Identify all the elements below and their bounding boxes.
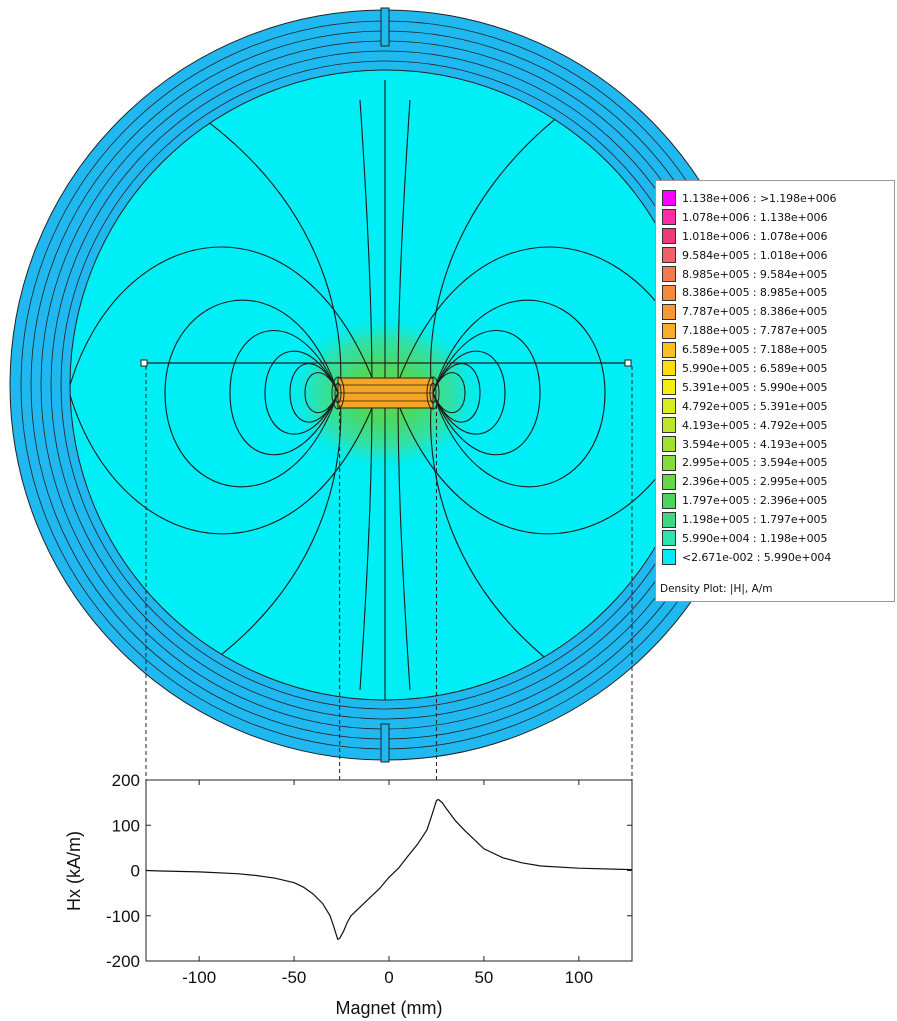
- legend-row: 2.396e+005 : 2.995e+005: [662, 472, 836, 491]
- sample-line-endpoint: [140, 359, 148, 367]
- legend-row: 7.188e+005 : 7.787e+005: [662, 321, 836, 340]
- plot-frame: [145, 779, 633, 962]
- legend-label: 2.995e+005 : 3.594e+005: [682, 456, 828, 470]
- legend-label: 4.193e+005 : 4.792e+005: [682, 418, 828, 432]
- bottom-boundary-marker: [380, 723, 390, 763]
- legend-swatch: [662, 322, 676, 339]
- legend-label: 8.386e+005 : 8.985e+005: [682, 286, 828, 300]
- legend-swatch: [662, 549, 676, 566]
- y-tick-label: 0: [131, 862, 140, 881]
- magnet-hatching: [338, 384, 433, 402]
- simulation-domain: [9, 7, 761, 763]
- legend-label: 1.078e+006 : 1.138e+006: [682, 210, 828, 224]
- y-tick-label: 100: [112, 816, 140, 835]
- legend-row: 1.138e+006 : >1.198e+006: [662, 189, 837, 208]
- legend-label: 9.584e+005 : 1.018e+006: [682, 248, 828, 262]
- magnet-pole-contours: [331, 376, 440, 410]
- legend-row: 1.198e+005 : 1.797e+005: [662, 510, 836, 529]
- legend-swatch: [662, 511, 676, 528]
- legend-label: 1.138e+006 : >1.198e+006: [682, 191, 837, 205]
- legend-row: 4.193e+005 : 4.792e+005: [662, 416, 836, 435]
- legend-label: 6.589e+005 : 7.188e+005: [682, 343, 828, 357]
- y-tick-label: -100: [106, 907, 140, 926]
- legend-swatch: [662, 228, 676, 245]
- legend-swatch: [662, 266, 676, 282]
- legend-swatch: [662, 436, 676, 453]
- legend-row: <2.671e-002 : 5.990e+004: [662, 548, 836, 567]
- legend-row: 3.594e+005 : 4.193e+005: [662, 435, 836, 454]
- y-tick-label: -200: [106, 952, 140, 971]
- legend-row: 1.078e+006 : 1.138e+006: [662, 208, 836, 227]
- legend-label: 1.018e+006 : 1.078e+006: [682, 229, 828, 243]
- legend-swatch: [662, 530, 676, 547]
- legend-swatch: [662, 284, 676, 301]
- legend-label: 5.990e+005 : 6.589e+005: [682, 361, 828, 375]
- legend-swatch: [662, 473, 676, 490]
- legend-swatch: [662, 341, 676, 358]
- legend-swatch: [662, 379, 676, 396]
- legend-swatch: [662, 492, 676, 509]
- legend-label: 1.198e+005 : 1.797e+005: [682, 513, 828, 527]
- legend-swatch: [662, 209, 676, 226]
- legend-label: 5.990e+004 : 1.198e+005: [682, 531, 828, 545]
- x-tick-label: 100: [565, 968, 593, 987]
- top-boundary-marker: [380, 7, 390, 47]
- legend-swatch: [662, 190, 676, 207]
- legend-row: 5.990e+004 : 1.198e+005: [662, 529, 836, 548]
- sample-line-endpoint: [624, 359, 632, 367]
- legend-label: 3.594e+005 : 4.193e+005: [682, 437, 828, 451]
- legend-swatch: [662, 398, 676, 415]
- x-axis-label: Magnet (mm): [335, 998, 442, 1018]
- legend-row: 7.787e+005 : 8.386e+005: [662, 302, 836, 321]
- x-ticks: -100 -50 0 50 100: [182, 780, 593, 987]
- legend-row: 1.797e+005 : 2.396e+005: [662, 491, 836, 510]
- legend-row: 9.584e+005 : 1.018e+006: [662, 246, 836, 265]
- legend-row: 5.391e+005 : 5.990e+005: [662, 378, 836, 397]
- legend-row: 5.990e+005 : 6.589e+005: [662, 359, 836, 378]
- legend-label: <2.671e-002 : 5.990e+004: [682, 550, 832, 564]
- legend-label: 8.985e+005 : 9.584e+005: [682, 267, 828, 281]
- y-ticks: 200 100 0 -100 -200: [106, 771, 632, 971]
- legend-swatch: [662, 247, 676, 264]
- legend-row: 8.386e+005 : 8.985e+005: [662, 283, 836, 302]
- legend-swatch: [662, 303, 676, 320]
- legend-swatch: [662, 417, 676, 434]
- legend-label: 5.391e+005 : 5.990e+005: [682, 380, 828, 394]
- density-legend: 1.138e+006 : >1.198e+006 1.078e+006 : 1.1…: [655, 180, 895, 602]
- x-tick-label: 0: [384, 968, 393, 987]
- x-tick-label: -50: [282, 968, 307, 987]
- legend-row: 6.589e+005 : 7.188e+005: [662, 340, 836, 359]
- legend-label: 2.396e+005 : 2.995e+005: [682, 475, 828, 489]
- legend-caption: Density Plot: |H|, A/m: [660, 583, 773, 595]
- x-tick-label: -100: [182, 968, 216, 987]
- legend-label: 7.188e+005 : 7.787e+005: [682, 324, 828, 338]
- legend-row: 4.792e+005 : 5.391e+005: [662, 397, 836, 416]
- y-tick-label: 200: [112, 771, 140, 790]
- legend-row: 1.018e+006 : 1.078e+006: [662, 227, 836, 246]
- legend-row: 2.995e+005 : 3.594e+005: [662, 453, 836, 472]
- legend-label: 7.787e+005 : 8.386e+005: [682, 305, 828, 319]
- y-axis-label: Hx (kA/m): [64, 831, 84, 911]
- hx-series-line: [145, 798, 633, 941]
- legend-rows: 1.138e+006 : >1.198e+006 1.078e+006 : 1.1…: [662, 189, 837, 567]
- legend-label: 4.792e+005 : 5.391e+005: [682, 399, 828, 413]
- legend-swatch: [662, 360, 676, 377]
- hx-plot: 200 100 0 -100 -200 -100 -50 0 50 100 Magnet (mm…: [64, 771, 633, 1018]
- legend-label: 1.797e+005 : 2.396e+005: [682, 494, 828, 508]
- legend-row: 8.985e+005 : 9.584e+005: [662, 265, 836, 284]
- legend-swatch: [662, 454, 676, 471]
- x-tick-label: 50: [474, 968, 493, 987]
